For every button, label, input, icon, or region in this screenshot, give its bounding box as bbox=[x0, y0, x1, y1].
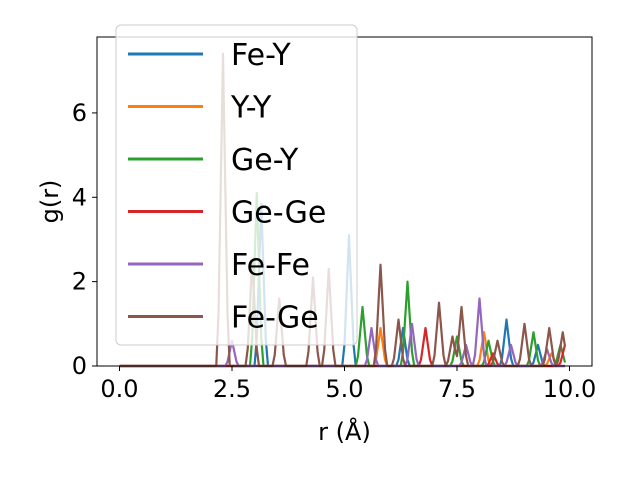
y-tick-label: 0 bbox=[72, 352, 87, 380]
legend-label-ge-ge: Ge-Ge bbox=[231, 196, 326, 231]
y-tick-label: 6 bbox=[72, 99, 87, 127]
x-tick-label: 5.0 bbox=[325, 375, 363, 403]
legend-label-fe-fe: Fe-Fe bbox=[231, 248, 310, 283]
x-tick-label: 7.5 bbox=[438, 375, 476, 403]
legend-label-ge-y: Ge-Y bbox=[231, 143, 299, 178]
legend-box bbox=[115, 24, 358, 346]
x-axis-ticks: 0.0 2.5 5.0 7.5 10.0 bbox=[100, 366, 596, 403]
legend-label-fe-ge: Fe-Ge bbox=[231, 301, 319, 336]
x-tick-label: 0.0 bbox=[100, 375, 138, 403]
y-axis-label: g(r) bbox=[36, 180, 64, 224]
legend: Fe-Y Y-Y Ge-Y Ge-Ge Fe-Fe Fe-Ge bbox=[115, 24, 358, 346]
legend-label-fe-y: Fe-Y bbox=[231, 38, 291, 73]
y-tick-label: 4 bbox=[72, 183, 87, 211]
x-axis-label: r (Å) bbox=[318, 417, 371, 446]
y-axis-ticks: 0 2 4 6 bbox=[72, 99, 97, 380]
legend-label-y-y: Y-Y bbox=[230, 91, 272, 126]
x-tick-label: 2.5 bbox=[213, 375, 251, 403]
y-tick-label: 2 bbox=[72, 268, 87, 296]
x-tick-label: 10.0 bbox=[543, 375, 596, 403]
